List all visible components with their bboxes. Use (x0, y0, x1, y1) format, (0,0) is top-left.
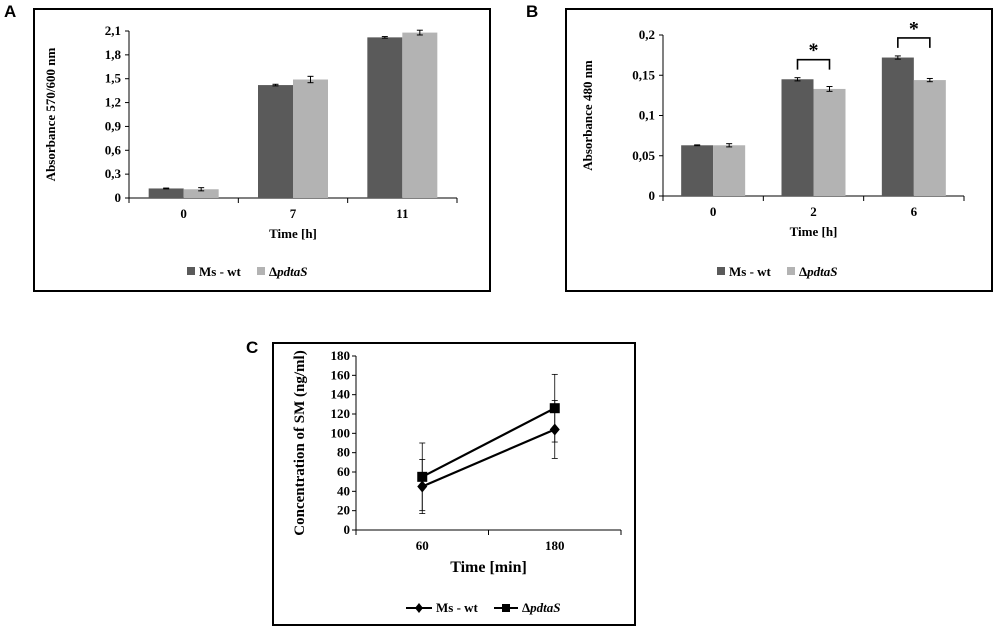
chart-a-legend-label-wt: Ms - wt (199, 264, 242, 279)
chart-c-ytick-label: 100 (331, 425, 351, 440)
chart-c-ytick-label: 0 (344, 522, 351, 537)
chart-a-ytick-label: 1,8 (105, 47, 122, 62)
chart-b-ytick-label: 0,1 (639, 108, 655, 123)
chart-b-svg: 0 0,05 0,1 0,15 0,2 0 2 6 * * Time [h] Absorbance 4… (580, 18, 965, 279)
chart-c-legend-label-wt: Ms - wt (436, 600, 479, 615)
chart-b-bar-mutant (913, 80, 946, 196)
chart-c-ytick-label: 40 (337, 483, 350, 498)
chart-a-ytick-label: 1,2 (105, 95, 121, 110)
chart-c-xtick-label: 60 (416, 538, 429, 553)
chart-b-significance-star: * (909, 18, 919, 40)
chart-b-bar-wt (681, 145, 714, 196)
chart-a-bar-mutant (183, 189, 219, 198)
chart-a-svg: 0 0,3 0,6 0,9 1,2 1,5 1,8 2,1 0 7 11 Time [h] Absorb… (43, 23, 458, 279)
chart-a-legend-swatch-mutant (257, 267, 265, 275)
chart-b-xtick-label: 6 (911, 204, 918, 219)
chart-c-series-line-mutant (421, 407, 556, 478)
chart-a-bar-wt (367, 37, 403, 198)
chart-frame-c: 0 20 40 60 80 100 120 140 160 180 60 180 Time [min] C… (272, 342, 636, 626)
chart-c-series-line-wt (421, 428, 556, 488)
chart-c-ytick-label: 160 (331, 367, 351, 382)
chart-b-bar-wt (781, 79, 814, 196)
chart-b-ytick-label: 0 (649, 188, 656, 203)
chart-b-y-axis-label: Absorbance 480 nm (580, 60, 595, 171)
chart-b-significance-bracket (897, 37, 931, 48)
chart-a-ytick-label: 0,9 (105, 118, 122, 133)
chart-c-svg: 0 20 40 60 80 100 120 140 160 180 60 180 Time [min] C… (292, 348, 622, 615)
chart-c-ytick-label: 80 (337, 445, 350, 460)
chart-a-ytick-label: 0,6 (105, 142, 122, 157)
chart-a-ytick-label: 0 (115, 190, 122, 205)
chart-b-legend-label-mutant: ΔpdtaS (799, 264, 838, 279)
chart-a-ytick-label: 0,3 (105, 166, 122, 181)
chart-frame-a: 0 0,3 0,6 0,9 1,2 1,5 1,8 2,1 0 7 11 Time [h] Absorb… (33, 8, 491, 292)
panel-label-b: B (526, 2, 539, 21)
chart-c-ytick-label: 120 (331, 406, 351, 421)
chart-c-point-mutant (549, 403, 560, 414)
panel-label-c: C (246, 338, 259, 357)
chart-c-xtick-label: 180 (545, 538, 565, 553)
chart-b-legend-swatch-wt (717, 267, 725, 275)
chart-a-bar-mutant (293, 79, 328, 198)
chart-b-xtick-label: 0 (710, 204, 717, 219)
chart-a-ytick-label: 2,1 (105, 23, 121, 38)
chart-c-point-mutant (417, 471, 428, 482)
chart-b-bar-wt (881, 57, 914, 196)
chart-a-xtick-label: 0 (180, 206, 187, 221)
chart-a-ytick-label: 1,5 (105, 71, 122, 86)
chart-b-xtick-label: 2 (810, 204, 817, 219)
chart-a-bar-mutant (402, 32, 438, 198)
chart-b-bar-mutant (713, 145, 746, 196)
panel-label-a: A (4, 2, 17, 21)
chart-b-ytick-label: 0,2 (639, 27, 655, 42)
chart-a-bar-wt (148, 188, 184, 198)
chart-a-xtick-label: 11 (396, 206, 408, 221)
chart-c-y-axis-label: Concentration of SM (ng/ml) (292, 350, 308, 535)
chart-a-xtick-label: 7 (290, 206, 297, 221)
chart-b-x-axis-label: Time [h] (790, 224, 838, 239)
chart-a-legend-label-mutant: ΔpdtaS (269, 264, 308, 279)
chart-a-bar-wt (258, 85, 293, 198)
chart-c-ytick-label: 140 (331, 387, 351, 402)
chart-c-legend-marker-mutant (502, 604, 510, 612)
chart-b-bar-mutant (813, 88, 846, 196)
chart-b-ytick-label: 0,05 (632, 148, 655, 163)
chart-c-legend-label-mutant: ΔpdtaS (522, 600, 561, 615)
chart-c-legend-marker-wt (415, 603, 423, 613)
chart-b-legend-swatch-mutant (787, 267, 795, 275)
chart-c-x-axis-label: Time [min] (450, 559, 527, 576)
chart-c-ytick-label: 180 (331, 348, 351, 363)
chart-c-ytick-label: 60 (337, 464, 350, 479)
chart-b-significance-star: * (809, 40, 819, 62)
chart-a-y-axis-label: Absorbance 570/600 nm (43, 48, 58, 182)
chart-a-legend-swatch-wt (187, 267, 195, 275)
chart-frame-b: 0 0,05 0,1 0,15 0,2 0 2 6 * * Time [h] Absorbance 4… (565, 8, 993, 292)
chart-a-x-axis-label: Time [h] (269, 226, 317, 241)
chart-b-ytick-label: 0,15 (632, 67, 655, 82)
chart-c-ytick-label: 20 (337, 503, 350, 518)
chart-b-significance-bracket (796, 58, 831, 70)
chart-b-legend-label-wt: Ms - wt (729, 264, 772, 279)
